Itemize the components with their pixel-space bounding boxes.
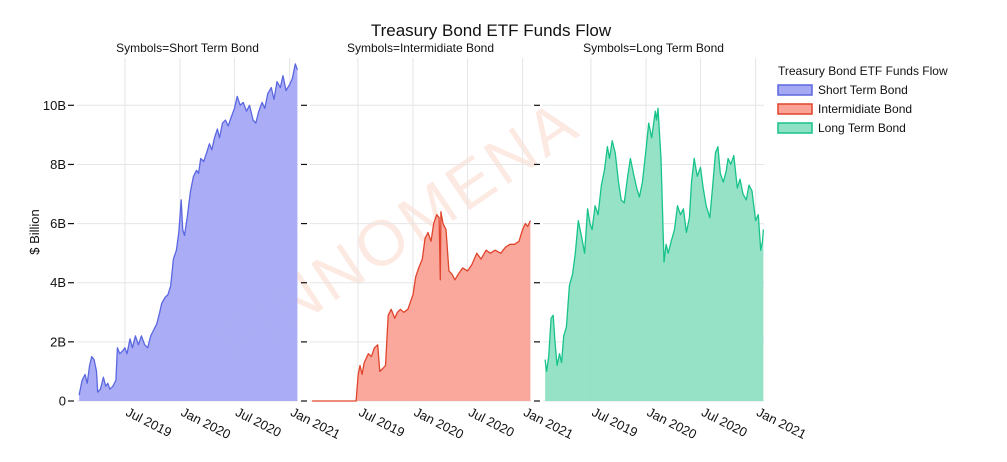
x-tick-label: Jan 2020	[412, 404, 466, 442]
y-tick-label: 0	[59, 394, 66, 409]
legend-swatch	[777, 122, 813, 134]
facet-title: Symbols=Intermidiate Bond	[347, 41, 494, 55]
x-tick-label: Jul 2019	[357, 404, 408, 440]
x-tick-label: Jan 2021	[521, 404, 575, 442]
y-tick-label: 4B	[50, 275, 66, 290]
legend-title: Treasury Bond ETF Funds Flow	[778, 64, 948, 78]
legend-swatch	[777, 84, 813, 96]
x-tick-label: Jan 2021	[288, 404, 342, 442]
x-tick-label: Jul 2020	[233, 404, 284, 440]
y-tick-label: 6B	[50, 216, 66, 231]
x-tick-label: Jul 2020	[466, 404, 517, 440]
facet-title: Symbols=Long Term Bond	[583, 41, 724, 55]
x-tick-label: Jul 2019	[124, 404, 175, 440]
y-tick-label: 8B	[50, 157, 66, 172]
legend-swatch	[777, 103, 813, 115]
series-area	[79, 63, 298, 402]
y-tick-label: 10B	[43, 98, 66, 113]
series-area	[312, 211, 531, 401]
x-tick-label: Jan 2020	[179, 404, 233, 442]
x-tick-label: Jul 2019	[590, 404, 641, 440]
legend-label: Intermidiate Bond	[818, 102, 912, 116]
facet-title: Symbols=Short Term Bond	[116, 41, 259, 55]
y-axis: 0 2B 4B 6B 8B 10B	[43, 98, 74, 409]
x-tick-label: Jan 2020	[645, 404, 699, 442]
series-line	[78, 63, 299, 396]
y-tick-label: 2B	[50, 334, 66, 349]
chart-title: Treasury Bond ETF Funds Flow	[371, 21, 612, 40]
x-tick-label: Jan 2021	[754, 404, 808, 442]
series-line	[312, 211, 531, 402]
legend-label: Long Term Bond	[818, 121, 906, 135]
series-area	[545, 108, 764, 402]
legend-label: Short Term Bond	[818, 83, 908, 97]
series-line	[544, 107, 765, 373]
x-tick-label: Jul 2020	[699, 404, 750, 440]
facet-panel: Symbols=Long Term Bond Jul 2019 Jan 2020 Ju…	[543, 41, 809, 442]
y-axis-label: $ Billion	[27, 209, 42, 255]
legend: Treasury Bond ETF Funds Flow Short Term …	[777, 64, 948, 135]
